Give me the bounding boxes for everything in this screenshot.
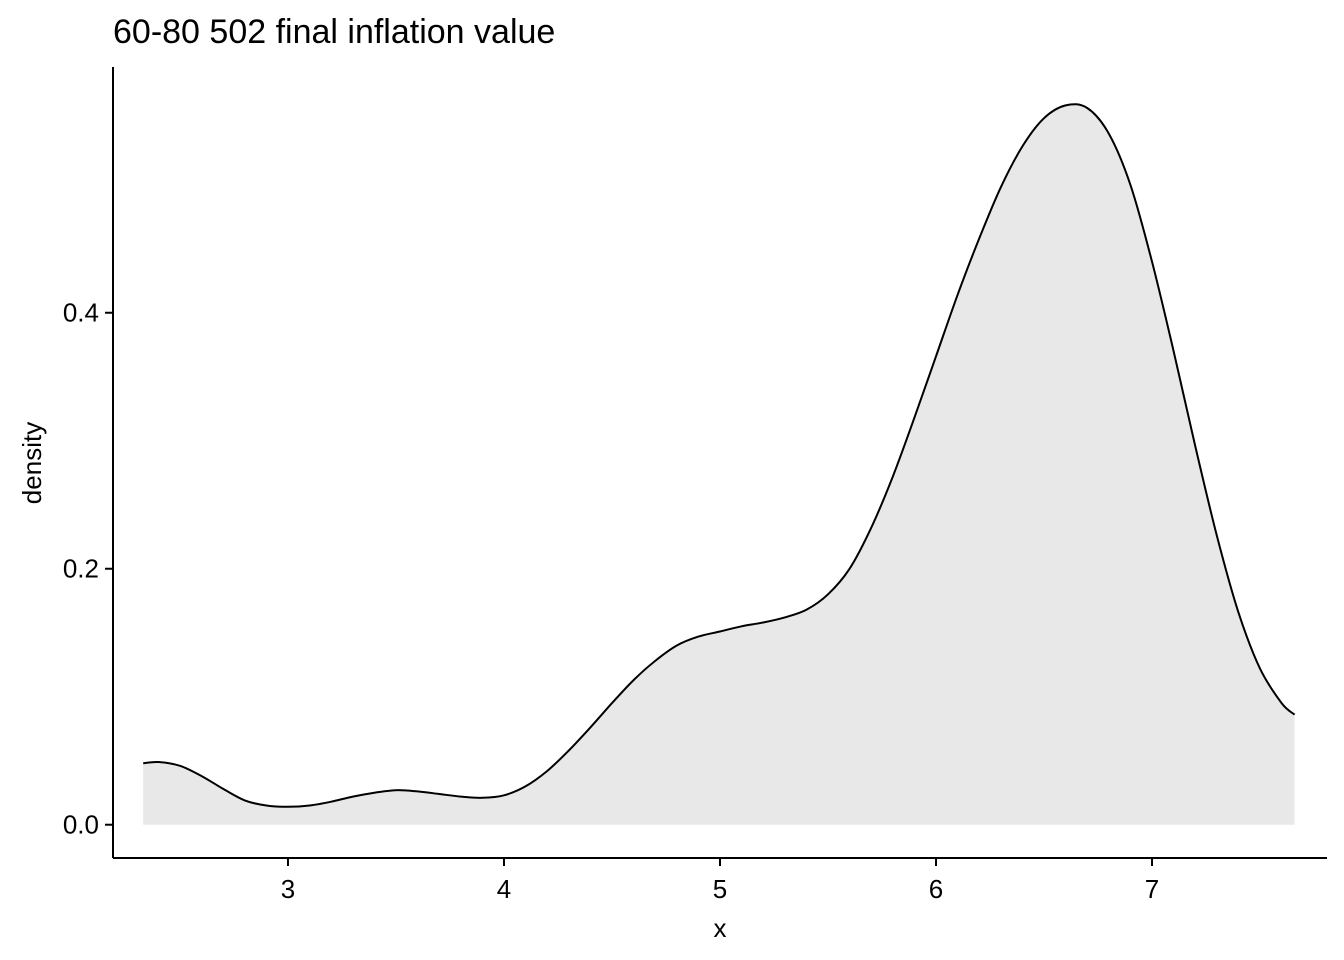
x-tick-label: 3: [281, 874, 295, 904]
x-tick-label: 5: [713, 874, 727, 904]
density-line: [143, 103, 1296, 808]
x-axis-title: x: [714, 913, 727, 943]
y-tick-label: 0.2: [63, 554, 99, 584]
x-tick-label: 7: [1145, 874, 1159, 904]
density-area: [143, 104, 1295, 825]
x-axis: 3 4 5 6 7: [281, 858, 1159, 904]
x-tick-label: 6: [929, 874, 943, 904]
y-tick-label: 0.0: [63, 810, 99, 840]
chart-title: 60-80 502 final inflation value: [113, 13, 555, 51]
x-tick-label: 4: [497, 874, 511, 904]
y-axis: 0.0 0.2 0.4: [63, 298, 113, 840]
y-axis-title: density: [17, 422, 47, 504]
y-tick-label: 0.4: [63, 298, 99, 328]
